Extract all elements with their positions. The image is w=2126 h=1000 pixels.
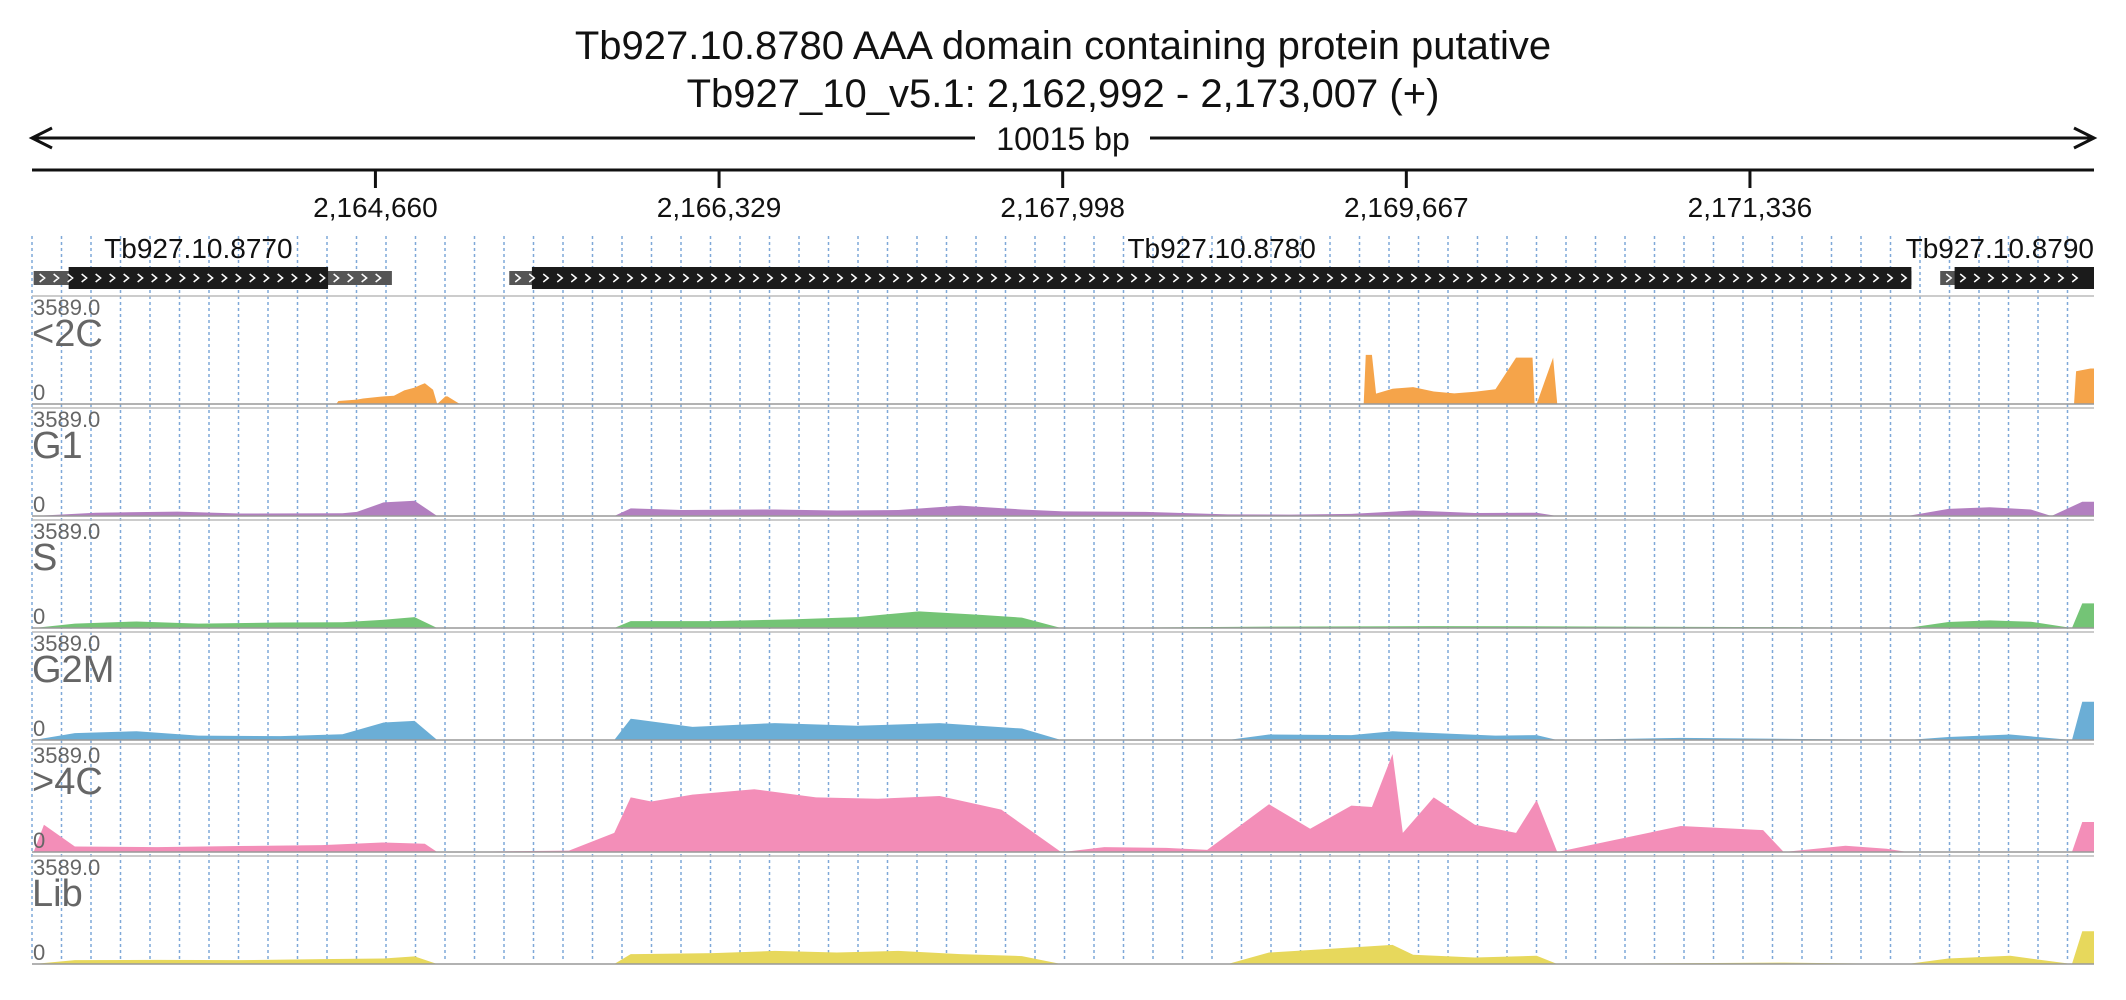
- track-label: S: [32, 537, 57, 579]
- gene-cds-bar: [1954, 267, 2094, 289]
- strand-direction-icon: [39, 273, 382, 283]
- coverage-area: [33, 701, 2094, 740]
- figure-subtitle: Tb927_10_v5.1: 2,162,992 - 2,173,007 (+): [686, 72, 1440, 116]
- span-arrow-right-icon: [2073, 126, 2098, 150]
- y-max-label: 3589.0: [33, 743, 100, 768]
- span-label: 10015 bp: [996, 121, 1129, 157]
- track-label: G1: [32, 425, 83, 467]
- track-label: Lib: [32, 873, 83, 915]
- y-max-label: 3589.0: [33, 855, 100, 880]
- x-tick-label: 2,171,336: [1688, 192, 1813, 223]
- y-min-label: 0: [33, 940, 45, 965]
- y-min-label: 0: [33, 716, 45, 741]
- coverage-area: [33, 500, 2094, 516]
- x-tick-label: 2,167,998: [1000, 192, 1125, 223]
- y-max-label: 3589.0: [33, 519, 100, 544]
- track-label: <2C: [32, 313, 103, 355]
- coverage-area: [33, 931, 2094, 964]
- coverage-area: [33, 603, 2094, 628]
- y-min-label: 0: [33, 492, 45, 517]
- strand-direction-icon: [1945, 273, 2079, 283]
- y-max-label: 3589.0: [33, 407, 100, 432]
- x-tick-label: 2,169,667: [1344, 192, 1469, 223]
- track-label: >4C: [32, 761, 103, 803]
- span-arrow-left-icon: [28, 126, 53, 150]
- gene-cds-bar: [531, 267, 1912, 289]
- x-tick-label: 2,164,660: [313, 192, 438, 223]
- track-label: G2M: [32, 649, 114, 691]
- gene-label: Tb927.10.8770: [104, 233, 292, 264]
- y-min-label: 0: [33, 604, 45, 629]
- y-max-label: 3589.0: [33, 631, 100, 656]
- y-max-label: 3589.0: [33, 295, 100, 320]
- x-tick-label: 2,166,329: [657, 192, 782, 223]
- figure-title: Tb927.10.8780 AAA domain containing prot…: [574, 24, 1552, 68]
- gene-label: Tb927.10.8780: [1127, 233, 1315, 264]
- strand-direction-icon: [514, 273, 1908, 283]
- y-min-label: 0: [33, 828, 45, 853]
- gene-label: Tb927.10.8790: [1906, 233, 2094, 264]
- y-min-label: 0: [33, 380, 45, 405]
